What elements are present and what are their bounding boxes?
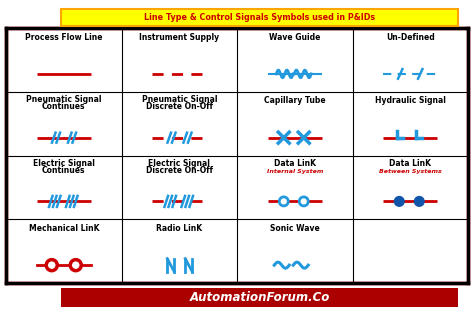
Bar bbox=[61, 9, 458, 26]
Text: Internal System: Internal System bbox=[266, 169, 323, 174]
Text: Data LinK: Data LinK bbox=[274, 159, 316, 168]
Circle shape bbox=[415, 197, 424, 206]
Text: Instrument Supply: Instrument Supply bbox=[139, 33, 219, 42]
Circle shape bbox=[395, 197, 404, 206]
Text: Electric Signal: Electric Signal bbox=[33, 159, 95, 168]
Text: Process Flow Line: Process Flow Line bbox=[25, 33, 102, 42]
Text: Sonic Wave: Sonic Wave bbox=[270, 224, 319, 233]
Text: Data LinK: Data LinK bbox=[389, 159, 431, 168]
Text: Radio LinK: Radio LinK bbox=[156, 224, 202, 233]
Bar bbox=[61, 288, 458, 307]
Text: Between Systems: Between Systems bbox=[379, 169, 442, 174]
Text: Capillary Tube: Capillary Tube bbox=[264, 96, 326, 105]
Text: Hydraulic Signal: Hydraulic Signal bbox=[375, 96, 446, 105]
Text: Pneumatic Signal: Pneumatic Signal bbox=[26, 95, 101, 104]
Text: Continues: Continues bbox=[42, 166, 85, 175]
Text: Mechanical LinK: Mechanical LinK bbox=[28, 224, 99, 233]
Text: Un-Defined: Un-Defined bbox=[386, 33, 435, 42]
Text: Continues: Continues bbox=[42, 102, 85, 111]
Text: Electric Signal: Electric Signal bbox=[148, 159, 210, 168]
Circle shape bbox=[46, 260, 57, 271]
Bar bbox=[6, 28, 468, 283]
Text: Discrete On-Off: Discrete On-Off bbox=[146, 166, 213, 175]
Circle shape bbox=[299, 197, 308, 206]
Text: Wave Guide: Wave Guide bbox=[269, 33, 320, 42]
Text: AutomationForum.Co: AutomationForum.Co bbox=[189, 291, 330, 304]
Circle shape bbox=[70, 260, 81, 271]
Text: Pneumatic Signal: Pneumatic Signal bbox=[142, 95, 217, 104]
Circle shape bbox=[279, 197, 288, 206]
Text: Discrete On-Off: Discrete On-Off bbox=[146, 102, 213, 111]
Text: Line Type & Control Signals Symbols used in P&IDs: Line Type & Control Signals Symbols used… bbox=[144, 13, 375, 22]
